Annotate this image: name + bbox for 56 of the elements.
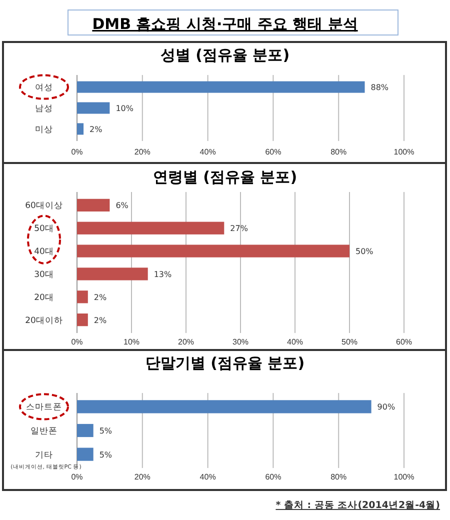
y-tick-label: 40대	[34, 247, 54, 258]
data-label: 10%	[116, 104, 134, 113]
data-label: 50%	[356, 247, 374, 256]
x-tick-label: 30%	[232, 338, 249, 347]
y-tick-label: 일반폰	[30, 426, 58, 436]
x-tick-label: 0%	[71, 148, 83, 157]
x-tick-label: 0%	[71, 338, 83, 347]
x-tick-label: 80%	[330, 148, 347, 157]
x-tick-label: 20%	[178, 338, 194, 347]
x-tick-label: 20%	[134, 148, 150, 157]
data-label: 27%	[230, 224, 248, 234]
bar	[77, 314, 88, 326]
x-tick-label: 40%	[200, 148, 216, 157]
bar	[77, 244, 350, 258]
data-label: 5%	[99, 450, 112, 460]
chart-title: 단말기별 (점유율 분포)	[145, 354, 305, 372]
bar	[77, 102, 110, 114]
x-tick-label: 0%	[71, 472, 83, 482]
data-label: 88%	[370, 83, 389, 92]
data-label: 5%	[99, 426, 112, 436]
data-label: 6%	[116, 201, 129, 210]
x-tick-label: 60%	[265, 472, 282, 482]
bar	[77, 222, 224, 234]
y-tick-label: 60대이상	[25, 201, 63, 212]
x-tick-label: 100%	[394, 148, 414, 157]
x-tick-label: 50%	[341, 338, 358, 347]
bar	[77, 198, 110, 212]
chart-title: 성별 (점유율 분포)	[160, 46, 290, 64]
data-label: 90%	[377, 402, 396, 412]
data-label: 13%	[154, 270, 172, 279]
data-label: 2%	[94, 292, 107, 302]
y-tick-label: 20대이하	[25, 316, 63, 326]
data-label: 2%	[90, 124, 103, 134]
x-tick-label: 10%	[123, 338, 140, 347]
y-tick-label: 20대	[34, 292, 54, 303]
y-tick-label: 스마트폰	[26, 402, 62, 413]
chart-title: 연령별 (점유율 분포)	[152, 168, 298, 186]
x-tick-label: 40%	[286, 338, 304, 347]
text: * 출처 : 공동 조사(2014년2월-4월)	[276, 500, 440, 511]
x-tick-label: 60%	[265, 148, 282, 157]
x-tick-label: 20%	[134, 472, 150, 482]
text: DMB 홈쇼핑 시청·구매 주요 행태 분석	[92, 15, 358, 33]
bar	[77, 81, 365, 93]
y-tick-label: 30대	[34, 270, 54, 280]
x-tick-label: 100%	[394, 472, 414, 482]
bar	[77, 123, 84, 135]
x-tick-label: 80%	[330, 472, 347, 482]
y-tick-label: 여성	[35, 83, 53, 94]
x-tick-label: 60%	[396, 338, 412, 347]
y-tick-label: 미상	[35, 124, 53, 135]
bar	[77, 268, 148, 280]
data-label: 2%	[94, 316, 107, 325]
y-tick-label: 50대	[34, 224, 54, 234]
y-tick-label: 남성	[35, 104, 53, 114]
x-tick-label: 40%	[200, 472, 216, 482]
bar	[77, 290, 88, 304]
